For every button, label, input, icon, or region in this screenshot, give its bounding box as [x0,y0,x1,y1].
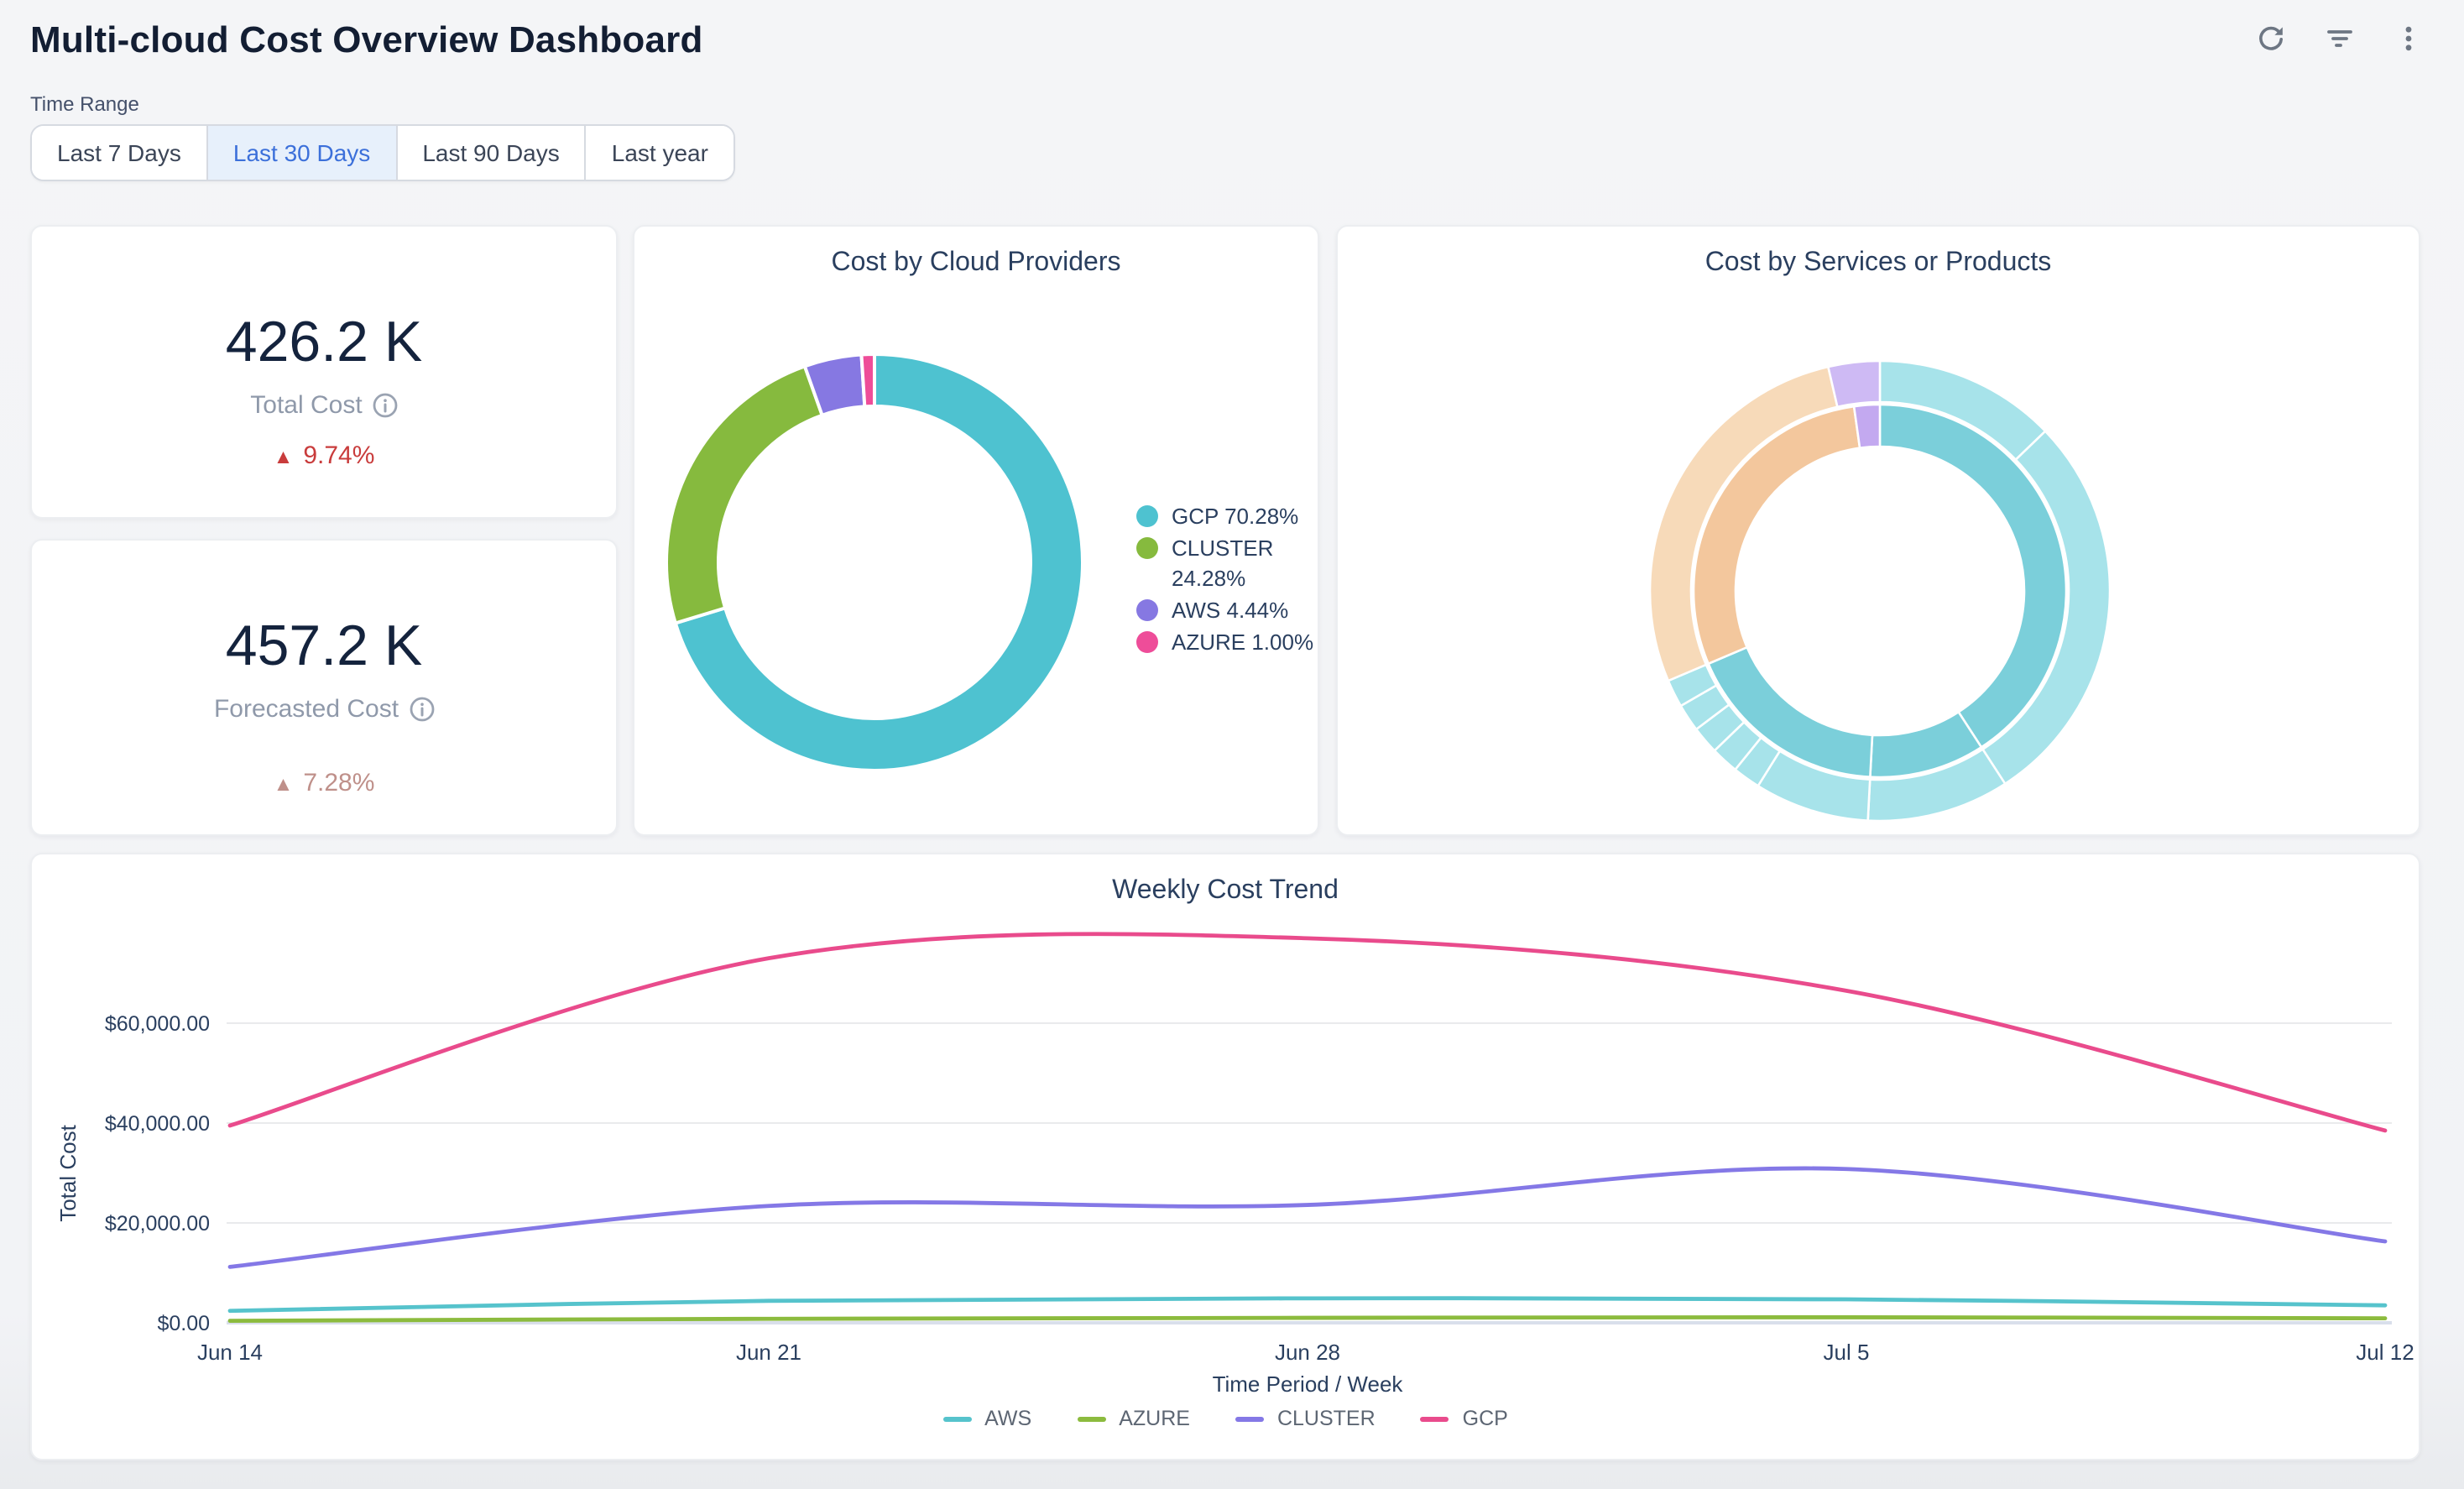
cost-by-services-card: Cost by Services or Products [1336,225,2420,836]
legend-label: GCP [1463,1403,1508,1434]
trend-line-AWS[interactable] [230,1298,2385,1311]
filter-icon-glyph [2325,24,2355,54]
time-range-segmented-control: Last 7 Days Last 30 Days Last 90 Days La… [30,124,735,181]
legend-label: CLUSTER 24.28% [1172,534,1338,594]
donut-legend-item-GCP[interactable]: GCP 70.28% [1136,502,1338,532]
y-tick-label: $40,000.00 [105,1112,210,1136]
refresh-icon[interactable] [2256,24,2286,54]
y-tick-label: $0.00 [157,1312,210,1335]
providers-chart-title: Cost by Cloud Providers [634,248,1318,279]
forecasted-cost-kpi-card: 457.2 K Forecasted Cost ▲ 7.28% [30,539,618,836]
trend-legend: AWS AZURE CLUSTER GCP [32,1403,2419,1434]
x-tick-label: Jul 5 [1824,1340,1870,1365]
y-tick-label: $20,000.00 [105,1212,210,1236]
trend-legend-item-AZURE[interactable]: AZURE [1077,1403,1190,1434]
total-cost-delta: ▲ 9.74% [274,439,375,473]
info-icon[interactable] [409,696,434,721]
info-icon[interactable] [373,392,398,417]
total-cost-value: 426.2 K [226,308,422,375]
x-tick-label: Jun 14 [197,1340,263,1365]
legend-label: AWS 4.44% [1172,596,1288,626]
legend-label: AZURE [1119,1403,1190,1434]
x-tick-label: Jun 21 [736,1340,801,1365]
donut-slice-AZURE[interactable] [861,354,874,406]
up-triangle-icon: ▲ [274,766,294,800]
trend-line-CLUSTER[interactable] [230,1168,2385,1267]
legend-label: CLUSTER [1277,1403,1376,1434]
donut-legend-item-AZURE[interactable]: AZURE 1.00% [1136,628,1338,658]
forecasted-cost-delta: ▲ 7.28% [274,766,375,800]
total-cost-label: Total Cost [250,387,397,422]
legend-dot [1136,505,1158,527]
cost-by-cloud-providers-card: Cost by Cloud Providers GCP 70.28%CLUSTE… [633,225,1319,836]
x-axis-title: Time Period / Week [1213,1371,1404,1397]
services-sunburst-chart [1338,227,2422,838]
legend-label: AZURE 1.00% [1172,628,1313,658]
time-range-last-7-days[interactable]: Last 7 Days [32,126,206,180]
total-cost-label-text: Total Cost [250,387,362,422]
time-range-label: Time Range [30,92,139,116]
kebab-menu-glyph [2394,24,2424,54]
time-range-last-year[interactable]: Last year [585,126,733,180]
time-range-last-30-days[interactable]: Last 30 Days [206,126,395,180]
refresh-icon-glyph [2256,24,2286,54]
legend-dot [1136,599,1158,621]
forecasted-cost-label: Forecasted Cost [214,691,434,726]
total-cost-delta-value: 9.74% [303,439,374,473]
providers-donut-legend: GCP 70.28%CLUSTER 24.28%AWS 4.44%AZURE 1… [1136,502,1338,658]
legend-swatch [1235,1416,1264,1421]
forecasted-cost-label-text: Forecasted Cost [214,691,399,726]
sunburst-inner-segment-4[interactable] [1854,405,1880,448]
header-toolbar [2256,24,2424,54]
legend-dot [1136,537,1158,559]
weekly-trend-line-chart: $0.00 $20,000.00 $40,000.00 $60,000.00 Jun 1… [32,854,2422,1462]
trend-legend-item-AWS[interactable]: AWS [942,1403,1031,1434]
trend-legend-item-CLUSTER[interactable]: CLUSTER [1235,1403,1376,1434]
forecasted-cost-value: 457.2 K [226,612,422,679]
x-tick-label: Jun 28 [1275,1340,1340,1365]
dashboard-page: Multi-cloud Cost Overview Dashboard Time… [0,0,2464,1489]
legend-label: GCP 70.28% [1172,502,1298,532]
trend-line-AZURE[interactable] [230,1317,2385,1320]
donut-slice-CLUSTER[interactable] [666,366,822,623]
kebab-menu-icon[interactable] [2394,24,2424,54]
forecasted-cost-delta-value: 7.28% [303,766,374,800]
legend-dot [1136,631,1158,653]
trend-legend-item-GCP[interactable]: GCP [1421,1403,1508,1434]
filter-icon[interactable] [2325,24,2355,54]
legend-swatch [1077,1416,1105,1421]
total-cost-kpi-card: 426.2 K Total Cost ▲ 9.74% [30,225,618,519]
x-tick-label: Jul 12 [2356,1340,2414,1365]
legend-swatch [1421,1416,1449,1421]
legend-label: AWS [984,1403,1031,1434]
trend-line-GCP[interactable] [230,934,2385,1131]
y-tick-label: $60,000.00 [105,1012,210,1036]
trend-chart-title: Weekly Cost Trend [32,876,2419,906]
legend-swatch [942,1416,971,1421]
services-chart-title: Cost by Services or Products [1338,248,2419,279]
donut-legend-item-CLUSTER[interactable]: CLUSTER 24.28% [1136,534,1338,594]
time-range-last-90-days[interactable]: Last 90 Days [395,126,584,180]
y-axis-title: Total Cost [55,1124,81,1221]
sunburst-outer-segment-10[interactable] [1828,361,1880,407]
donut-legend-item-AWS[interactable]: AWS 4.44% [1136,596,1338,626]
up-triangle-icon: ▲ [274,439,294,473]
page-title: Multi-cloud Cost Overview Dashboard [30,18,703,62]
weekly-cost-trend-card: Weekly Cost Trend $0.00 $20,000.00 $40,000… [30,853,2420,1460]
